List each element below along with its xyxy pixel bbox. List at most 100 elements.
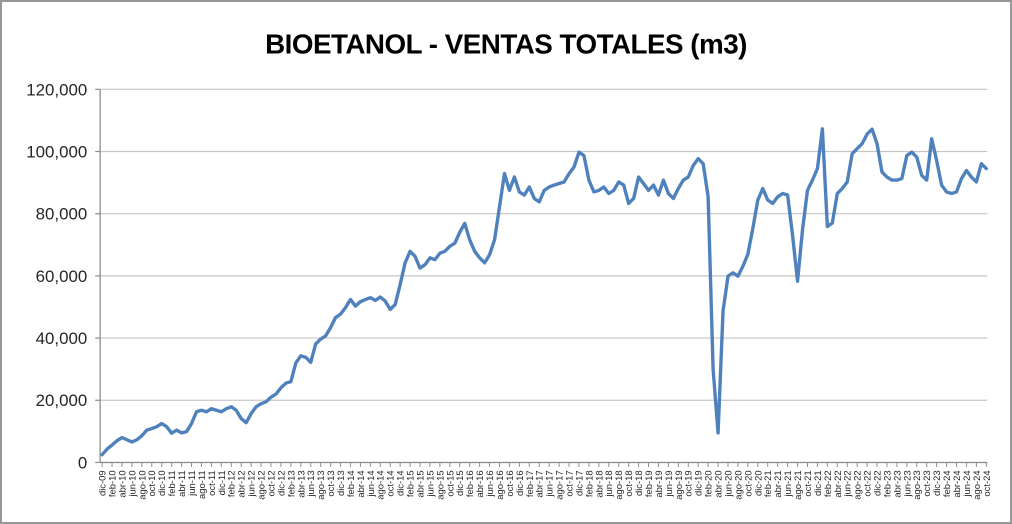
y-tick-label: 60,000 xyxy=(36,267,88,286)
x-tick-label: jun-10 xyxy=(126,470,137,497)
x-tick-label: oct-21 xyxy=(802,470,813,496)
x-tick-label: oct-18 xyxy=(623,470,634,496)
x-tick-label: abr-11 xyxy=(176,470,187,497)
x-tick-label: oct-20 xyxy=(742,470,753,496)
x-tick-label: jun-16 xyxy=(484,470,495,497)
x-tick-label: dic-15 xyxy=(454,470,465,496)
x-tick-label: jun-18 xyxy=(603,470,614,497)
x-tick-label: feb-24 xyxy=(941,470,952,497)
x-tick-label: abr-23 xyxy=(891,470,902,497)
x-tick-label: abr-20 xyxy=(713,470,724,497)
x-tick-label: ago-11 xyxy=(196,470,207,499)
x-tick-label: ago-22 xyxy=(852,470,863,499)
y-tick-label: 80,000 xyxy=(36,205,88,224)
y-tick-label: 20,000 xyxy=(36,391,88,410)
x-tick-label: feb-11 xyxy=(166,470,177,496)
x-tick-label: jun-24 xyxy=(961,470,972,497)
x-tick-label: dic-09 xyxy=(97,470,108,496)
x-tick-label: jun-11 xyxy=(186,470,197,496)
data-series xyxy=(100,127,988,457)
x-tick-label: jun-20 xyxy=(722,470,733,497)
x-tick-label: ago-13 xyxy=(315,470,326,499)
x-tick-label: abr-24 xyxy=(951,470,962,497)
x-axis-tick-labels: dic-09feb-10abr-10jun-10ago-10oct-10dic-… xyxy=(97,462,992,500)
y-tick-label: 40,000 xyxy=(36,329,88,348)
x-tick-label: jun-17 xyxy=(544,470,555,497)
x-tick-label: dic-16 xyxy=(514,470,525,496)
x-tick-label: jun-14 xyxy=(365,470,376,497)
x-tick-label: feb-23 xyxy=(881,470,892,497)
x-tick-label: dic-18 xyxy=(633,470,644,496)
gridlines xyxy=(100,88,988,464)
x-tick-label: abr-22 xyxy=(832,470,843,497)
x-tick-label: feb-14 xyxy=(345,470,356,497)
x-tick-label: dic-20 xyxy=(752,470,763,496)
x-tick-label: feb-17 xyxy=(524,470,535,497)
x-tick-label: abr-16 xyxy=(474,470,485,497)
x-tick-label: oct-24 xyxy=(981,470,992,496)
y-tick-label: 120,000 xyxy=(26,80,87,99)
x-tick-label: ago-15 xyxy=(434,470,445,499)
x-tick-label: feb-13 xyxy=(285,470,296,497)
x-tick-label: ago-18 xyxy=(613,470,624,499)
x-tick-label: oct-15 xyxy=(444,470,455,496)
x-tick-label: jun-13 xyxy=(305,470,316,497)
x-tick-label: oct-10 xyxy=(146,470,157,496)
x-tick-label: ago-19 xyxy=(673,470,684,499)
x-tick-label: feb-16 xyxy=(464,470,475,497)
x-tick-label: dic-23 xyxy=(931,470,942,496)
y-tick-label: 0 xyxy=(78,453,87,472)
x-tick-label: dic-11 xyxy=(216,470,227,495)
x-tick-label: oct-17 xyxy=(564,470,575,496)
x-tick-label: oct-14 xyxy=(385,470,396,496)
x-tick-label: ago-17 xyxy=(554,470,565,499)
x-tick-label: abr-12 xyxy=(236,470,247,497)
x-tick-label: dic-19 xyxy=(693,470,704,496)
x-tick-label: oct-13 xyxy=(325,470,336,496)
x-tick-label: oct-11 xyxy=(206,470,217,495)
x-tick-label: feb-18 xyxy=(583,470,594,497)
x-tick-label: ago-14 xyxy=(375,470,386,499)
x-tick-label: oct-16 xyxy=(504,470,515,496)
x-tick-label: dic-14 xyxy=(395,470,406,496)
x-tick-label: ago-23 xyxy=(911,470,922,499)
x-tick-label: feb-19 xyxy=(643,470,654,497)
x-tick-label: ago-20 xyxy=(732,470,743,499)
x-tick-label: feb-12 xyxy=(226,470,237,497)
x-tick-label: dic-13 xyxy=(335,470,346,496)
x-tick-label: jun-15 xyxy=(424,470,435,497)
x-tick-label: feb-10 xyxy=(107,470,118,497)
x-tick-label: jun-21 xyxy=(782,470,793,497)
x-tick-label: oct-12 xyxy=(265,470,276,496)
x-tick-label: oct-19 xyxy=(683,470,694,496)
x-tick-label: dic-21 xyxy=(812,470,823,496)
x-tick-label: feb-20 xyxy=(703,470,714,497)
x-tick-label: dic-12 xyxy=(275,470,286,496)
x-tick-label: feb-22 xyxy=(822,470,833,497)
x-tick-label: abr-14 xyxy=(355,470,366,497)
x-tick-label: abr-17 xyxy=(534,470,545,497)
x-tick-label: feb-21 xyxy=(762,470,773,497)
x-tick-label: ago-21 xyxy=(792,470,803,499)
x-tick-label: jun-23 xyxy=(901,470,912,497)
x-tick-label: abr-21 xyxy=(772,470,783,497)
y-axis-tick-labels: 0 20,000 40,000 60,000 80,000 100,000 120,000 xyxy=(26,80,101,472)
x-tick-label: dic-22 xyxy=(871,470,882,496)
x-tick-label: oct-22 xyxy=(862,470,873,496)
x-tick-label: dic-17 xyxy=(573,470,584,496)
x-tick-label: ago-10 xyxy=(136,470,147,499)
x-tick-label: abr-19 xyxy=(653,470,664,497)
x-tick-label: abr-10 xyxy=(116,470,127,497)
x-tick-label: jun-22 xyxy=(842,470,853,497)
series-line-ventas xyxy=(100,127,988,457)
chart-title: BIOETANOL - VENTAS TOTALES (m3) xyxy=(265,29,747,60)
x-tick-label: jun-12 xyxy=(246,470,257,497)
x-tick-label: abr-15 xyxy=(414,470,425,497)
x-tick-label: abr-18 xyxy=(593,470,604,497)
y-tick-label: 100,000 xyxy=(26,142,87,161)
x-tick-label: ago-16 xyxy=(494,470,505,499)
x-tick-label: dic-10 xyxy=(156,470,167,496)
x-tick-label: abr-13 xyxy=(295,470,306,497)
